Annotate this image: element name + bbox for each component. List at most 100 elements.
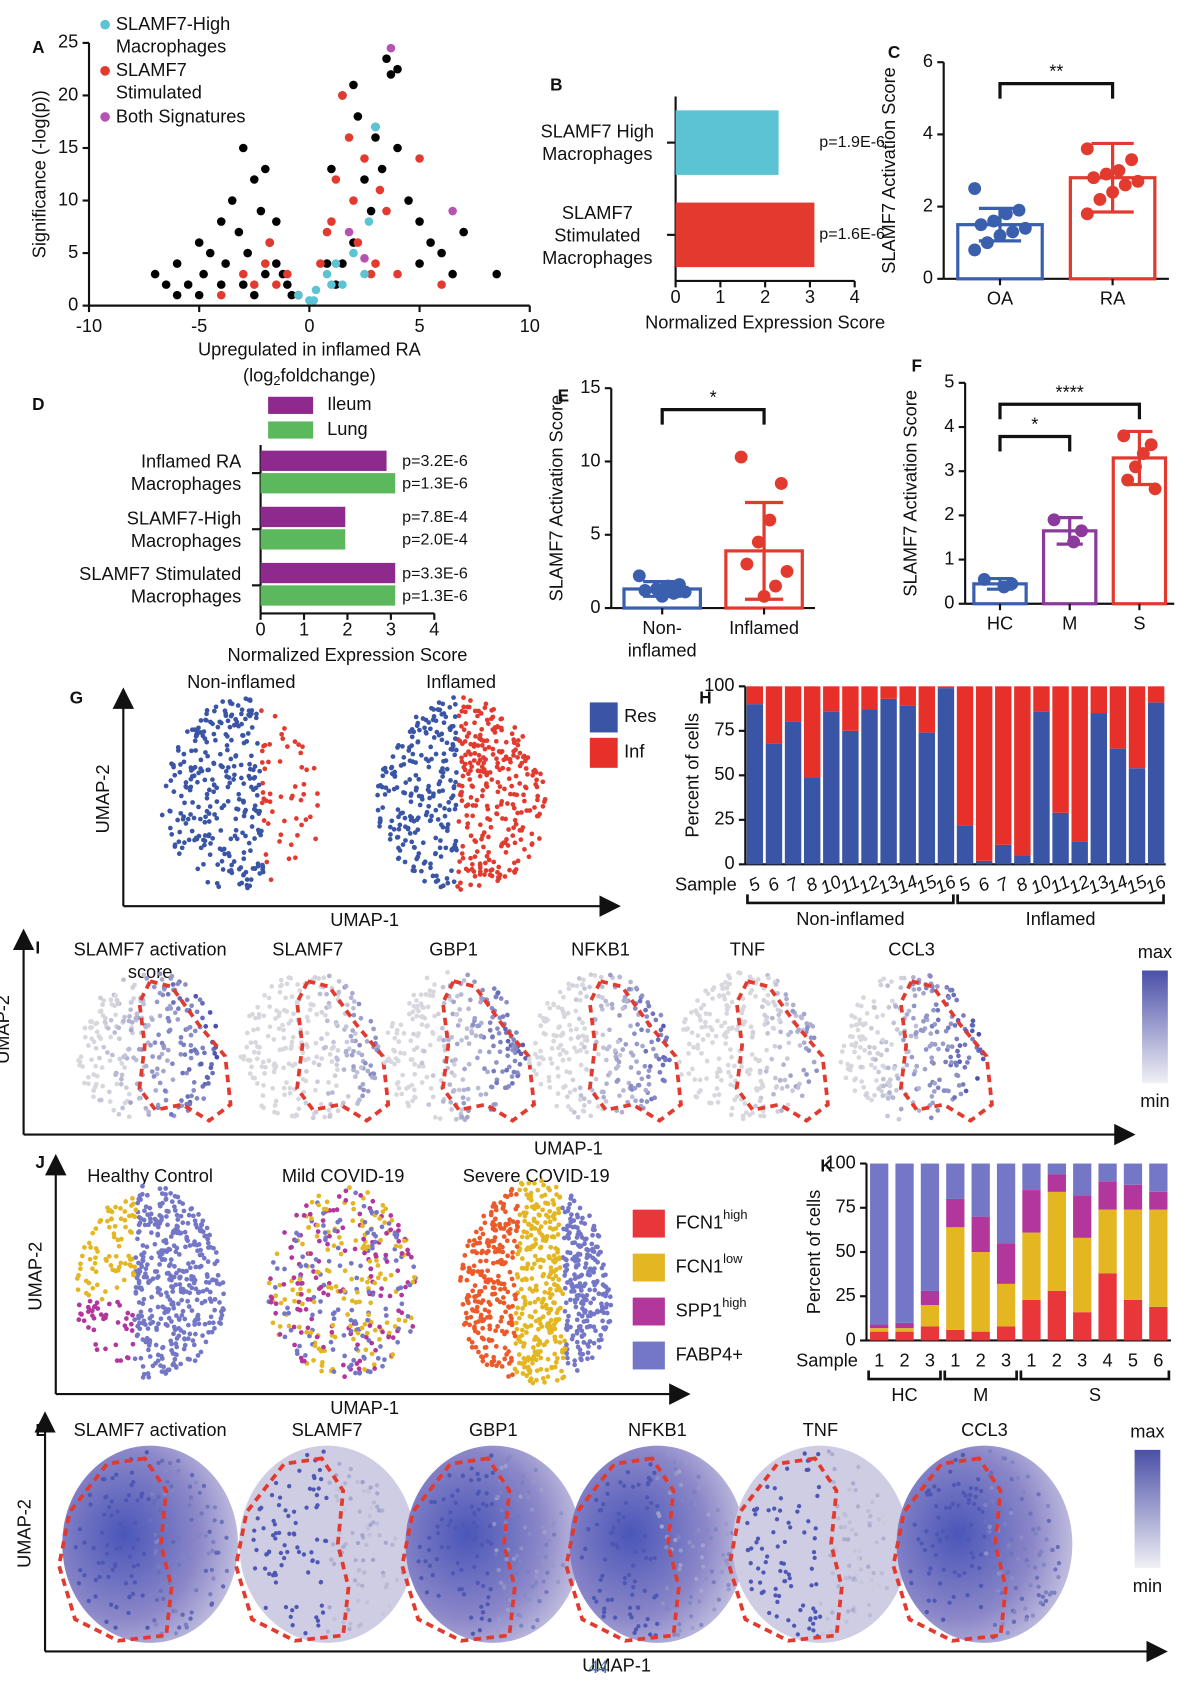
umap-point (182, 1052, 188, 1058)
umap-point (512, 817, 518, 823)
umap-point (428, 861, 433, 867)
umap-point (635, 1022, 640, 1027)
umap-point (435, 817, 441, 822)
umap-point (343, 1048, 349, 1054)
umap-point (101, 1044, 107, 1050)
umap-point (226, 868, 232, 874)
umap-point (191, 1280, 197, 1286)
umap-point (158, 1363, 163, 1368)
umap-point (912, 993, 918, 999)
umap-point (319, 1056, 325, 1061)
umap-point (608, 1302, 614, 1308)
umap-point (603, 1099, 609, 1104)
umap-point (418, 992, 424, 998)
umap-point (165, 991, 171, 997)
umap-point (538, 1244, 544, 1250)
umap-point (398, 1050, 403, 1056)
umap-point (578, 990, 583, 996)
umap-point (748, 1024, 754, 1030)
umap-title: GBP1 (468, 1419, 518, 1441)
umap-point (589, 1087, 595, 1093)
umap-point (695, 1033, 701, 1038)
umap-point (422, 725, 427, 731)
umap-point (891, 1020, 897, 1026)
umap-point (401, 1051, 407, 1056)
umap-point (268, 1294, 274, 1300)
umap-point (163, 1186, 169, 1191)
umap-point (572, 1358, 578, 1363)
point (221, 259, 230, 268)
umap-point (548, 1286, 553, 1292)
umap-point (165, 1367, 171, 1373)
umap-point (405, 1100, 410, 1106)
umap-point (747, 990, 753, 996)
umap-point (102, 1314, 107, 1319)
umap-point (515, 1251, 521, 1257)
umap-point (336, 1194, 342, 1199)
umap-point (256, 1015, 262, 1020)
umap-point (189, 1285, 195, 1291)
umap-point (170, 1539, 176, 1545)
umap-point (456, 782, 462, 788)
umap-point (330, 1090, 335, 1095)
umap-point (248, 877, 254, 882)
group-bracket (867, 1370, 942, 1381)
umap-point (208, 719, 213, 725)
umap-point (249, 1064, 254, 1070)
umap-point (932, 1042, 938, 1047)
umap-point (263, 1605, 268, 1610)
umap-point (725, 990, 731, 996)
umap-point (464, 813, 470, 818)
umap-point (292, 784, 298, 789)
umap-point (252, 803, 258, 809)
umap-point (868, 1025, 874, 1031)
umap-point (565, 1360, 571, 1366)
umap-point (390, 1542, 395, 1547)
umap-point (880, 1037, 886, 1043)
umap-point (121, 1277, 127, 1283)
umap-point (356, 1001, 362, 1007)
umap-point (482, 746, 488, 752)
umap-point (549, 1046, 555, 1051)
umap-point (521, 792, 526, 798)
umap-point (286, 1513, 291, 1519)
umap-point (211, 761, 217, 767)
umap-point (557, 1265, 563, 1271)
umap-point (396, 1222, 401, 1228)
umap-point (481, 767, 487, 772)
umap-point (319, 1036, 324, 1042)
umap-point (147, 1316, 153, 1321)
umap-point (855, 1002, 860, 1008)
umap-point (652, 1095, 658, 1101)
point (393, 143, 402, 153)
umap-point (316, 976, 322, 981)
umap-point (934, 984, 940, 989)
umap-point (884, 1047, 890, 1053)
umap-point (713, 1033, 719, 1039)
umap-point (304, 1203, 309, 1209)
umap-point (130, 1196, 135, 1201)
umap-point (377, 1216, 383, 1221)
umap-point (149, 1491, 155, 1497)
umap-point (765, 1000, 770, 1005)
x-axis-label: UMAP-1 (330, 909, 399, 930)
umap-point (595, 1104, 601, 1109)
umap-point (543, 1220, 548, 1225)
category-label-box: Inflamed RA Macrophages (131, 452, 241, 495)
umap-point (460, 843, 466, 849)
umap-point (401, 761, 407, 767)
umap-point (130, 1341, 136, 1347)
umap-point (698, 1005, 704, 1011)
bar-segment (956, 825, 974, 865)
umap-point (599, 1308, 604, 1314)
umap-point (524, 1277, 529, 1283)
umap-point (337, 1217, 343, 1223)
umap-point (168, 1112, 174, 1117)
umap-point (202, 842, 207, 848)
umap-point (382, 1220, 387, 1225)
umap-point (281, 1027, 286, 1033)
umap-point (161, 1068, 166, 1074)
umap-point (178, 1213, 184, 1219)
umap-point (726, 1004, 731, 1009)
umap-point (326, 1258, 332, 1264)
